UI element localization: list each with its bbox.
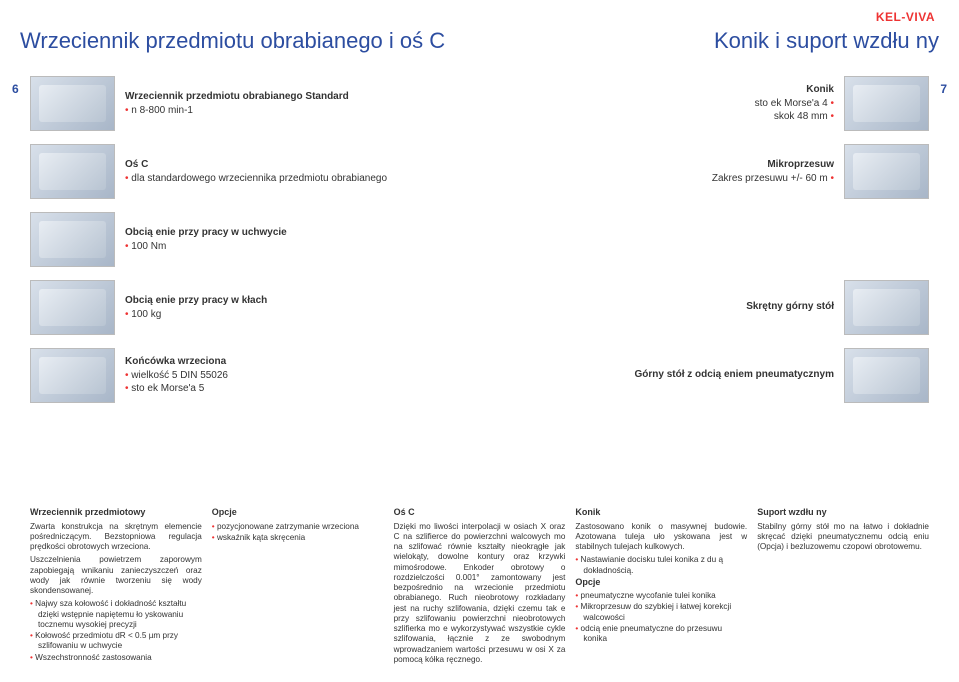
title-bar: Wrzeciennik przedmiotu obrabianego i oś … <box>20 28 939 54</box>
text-column: KonikZastosowano konik o masywnej budowi… <box>575 507 747 668</box>
spec-thumb <box>30 280 115 335</box>
text-column: Suport wzdłu nyStabilny górny stół mo na… <box>757 507 929 668</box>
spec-cell: MikroprzesuwZakres przesuwu +/- 60 m <box>497 140 929 202</box>
spec-thumb <box>844 144 929 199</box>
text-column: Opcjepozycjonowane zatrzymanie wrzeciona… <box>212 507 384 668</box>
text-columns: Wrzeciennik przedmiotowyZwarta konstrukc… <box>30 507 929 668</box>
spec-cell: Obcią enie przy pracy w uchwycie100 Nm <box>30 208 462 270</box>
title-right: Konik i suport wzdłu ny <box>714 28 939 54</box>
spec-cell: Obcią enie przy pracy w kłach100 kg <box>30 276 462 338</box>
spec-thumb <box>30 348 115 403</box>
text-column: Wrzeciennik przedmiotowyZwarta konstrukc… <box>30 507 202 668</box>
brand-label: KEL-VIVA <box>876 10 935 24</box>
text-column: Oś CDzięki mo liwości interpolacji w osi… <box>394 507 566 668</box>
spec-thumb <box>30 212 115 267</box>
spec-cell: Oś Cdla standardowego wrzeciennika przed… <box>30 140 462 202</box>
spec-cell: Koniksto ek Morse'a 4skok 48 mm <box>497 72 929 134</box>
spec-text: Oś Cdla standardowego wrzeciennika przed… <box>125 158 387 185</box>
spec-text: Górny stół z odcią eniem pneumatycznym <box>497 368 834 382</box>
spec-text: Obcią enie przy pracy w kłach100 kg <box>125 294 267 321</box>
page-num-left: 6 <box>12 82 19 96</box>
spec-text: Obcią enie przy pracy w uchwycie100 Nm <box>125 226 287 253</box>
spec-grid: Wrzeciennik przedmiotu obrabianego Stand… <box>30 72 929 412</box>
spec-text: Wrzeciennik przedmiotu obrabianego Stand… <box>125 90 349 117</box>
spec-text: Koniksto ek Morse'a 4skok 48 mm <box>497 83 834 123</box>
title-left: Wrzeciennik przedmiotu obrabianego i oś … <box>20 28 445 54</box>
spec-cell: Wrzeciennik przedmiotu obrabianego Stand… <box>30 72 462 134</box>
spec-text: Skrętny górny stół <box>497 300 834 314</box>
spec-thumb <box>844 280 929 335</box>
spec-text: Końcówka wrzecionawielkość 5 DIN 55026st… <box>125 355 228 395</box>
spec-cell: Skrętny górny stół <box>497 276 929 338</box>
spec-cell: Końcówka wrzecionawielkość 5 DIN 55026st… <box>30 344 462 406</box>
spec-thumb <box>844 348 929 403</box>
spec-thumb <box>844 76 929 131</box>
spec-cell <box>497 208 929 270</box>
spec-cell: Górny stół z odcią eniem pneumatycznym <box>497 344 929 406</box>
page-num-right: 7 <box>940 82 947 96</box>
spec-text: MikroprzesuwZakres przesuwu +/- 60 m <box>497 158 834 185</box>
spec-thumb <box>30 144 115 199</box>
spec-thumb <box>30 76 115 131</box>
